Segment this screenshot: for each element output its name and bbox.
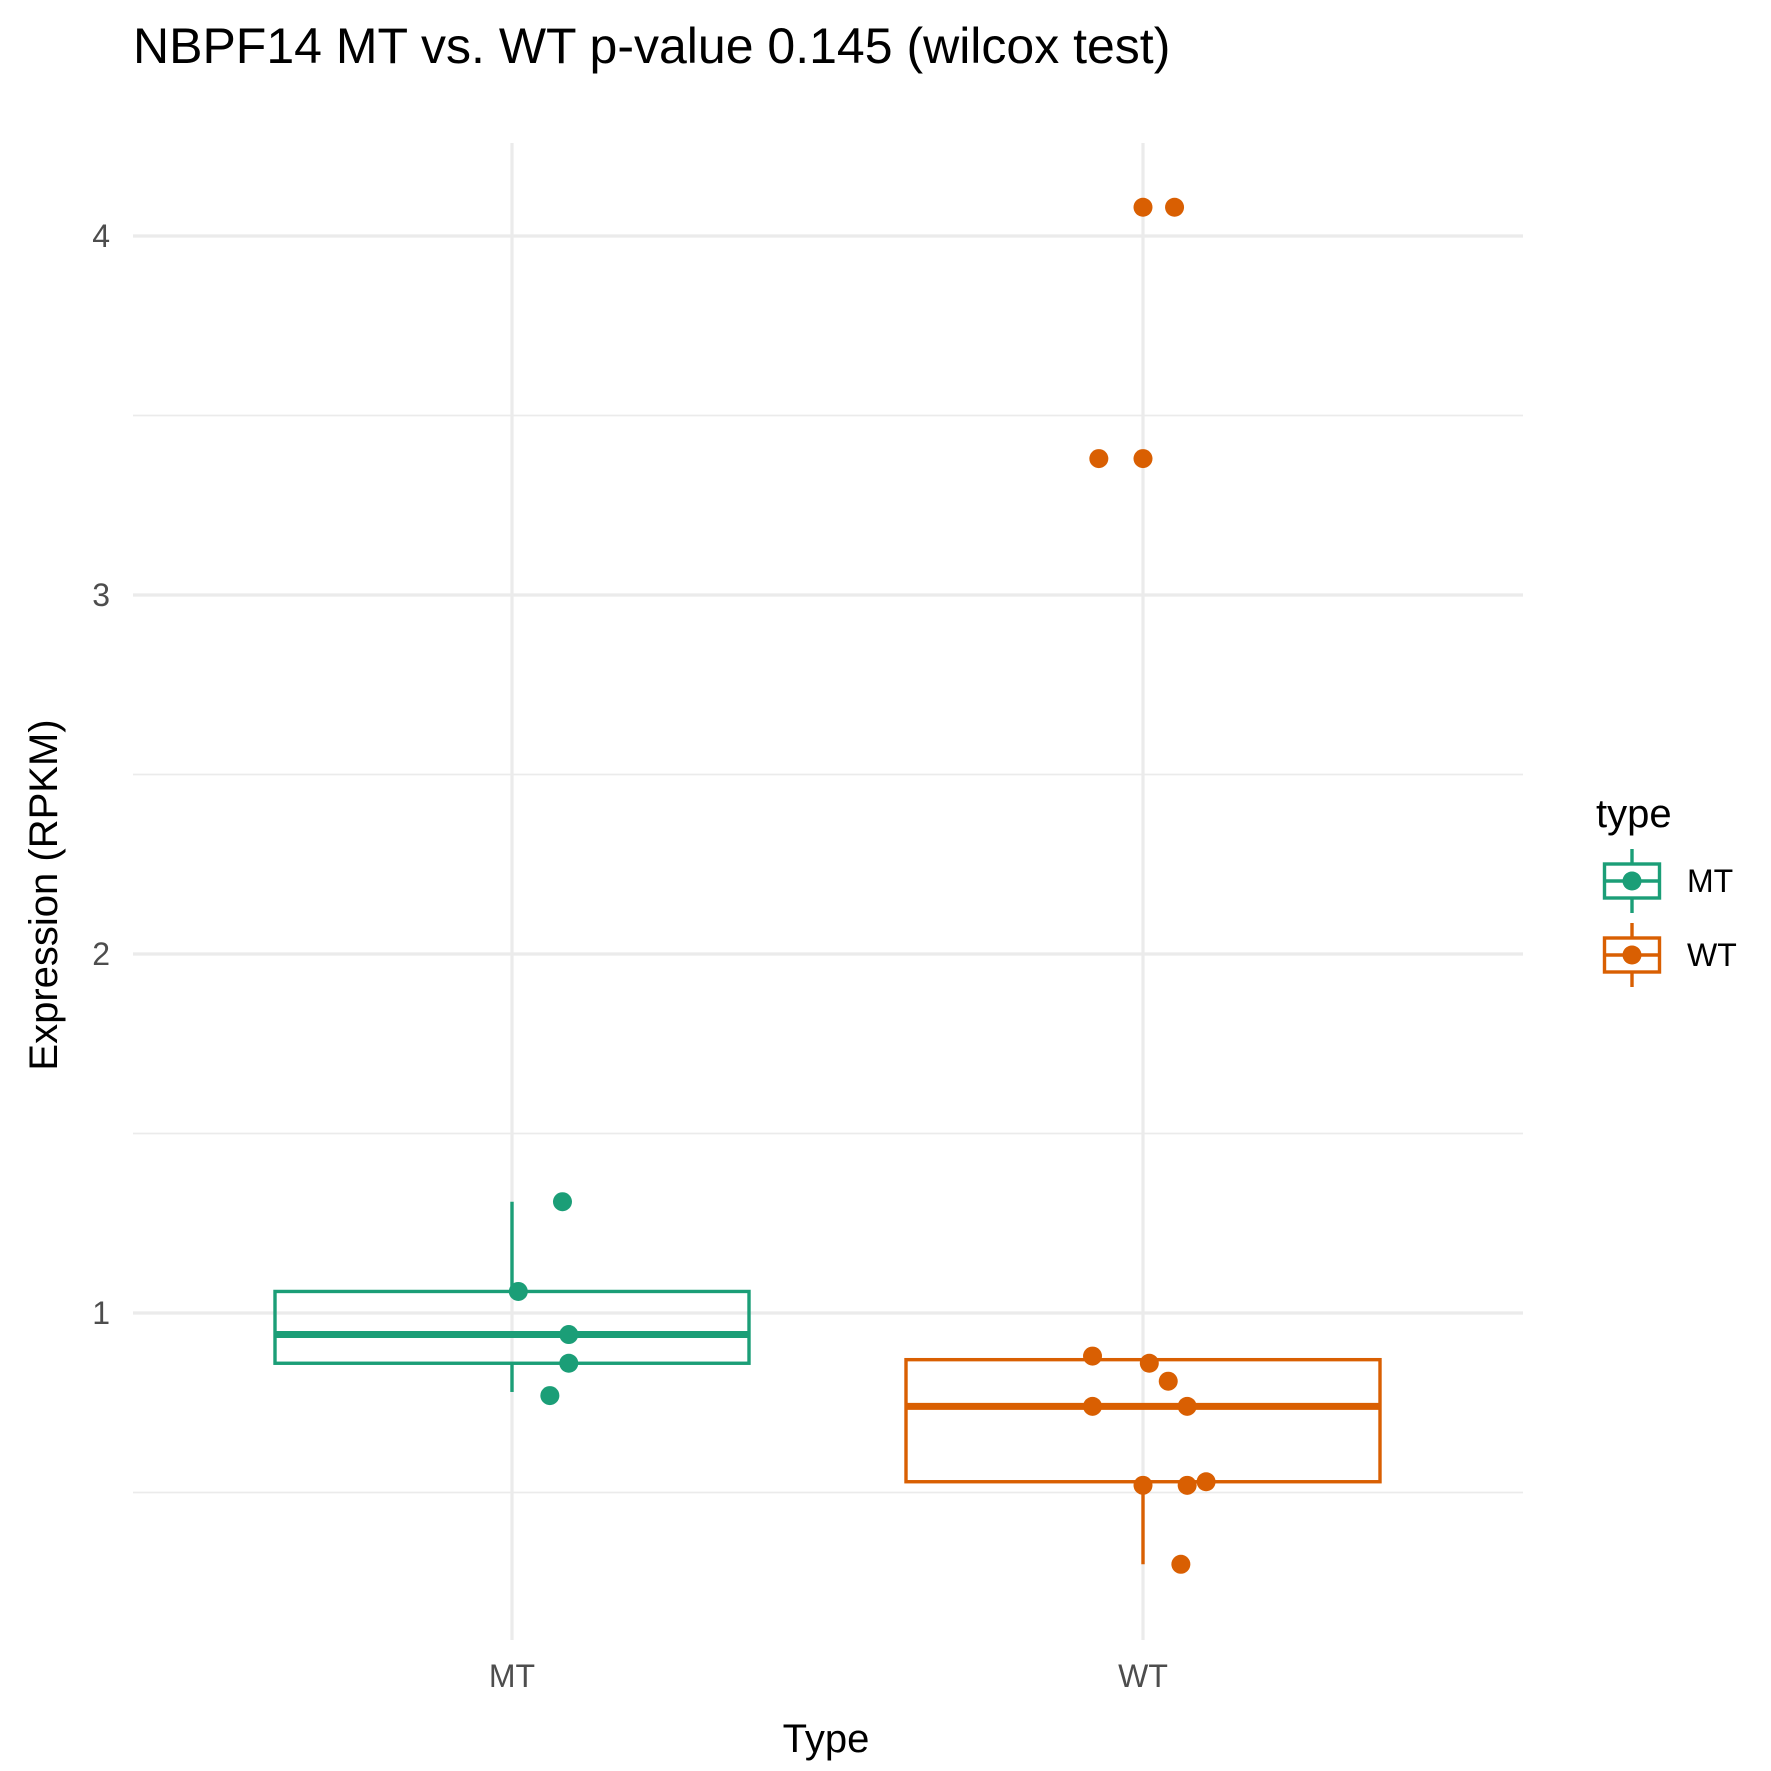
legend-key-point <box>1622 945 1642 965</box>
legend-label: MT <box>1687 863 1733 899</box>
data-point-mt <box>559 1325 579 1345</box>
x-tick-label: MT <box>489 1658 535 1694</box>
legend: type MT WT <box>1596 792 1737 987</box>
data-point-mt <box>552 1192 572 1212</box>
y-tick-label: 4 <box>92 218 110 254</box>
data-point-wt <box>1165 197 1185 217</box>
data-point-wt <box>1177 1475 1197 1495</box>
y-axis-ticks: 1 2 3 4 <box>92 218 110 1331</box>
data-point-wt <box>1133 197 1153 217</box>
x-axis-title: Type <box>783 1717 870 1761</box>
data-point-wt <box>1083 1396 1103 1416</box>
legend-entry-wt: WT <box>1602 923 1737 987</box>
legend-title: type <box>1596 792 1672 836</box>
boxplots <box>273 1201 1382 1565</box>
data-point-wt <box>1089 449 1109 469</box>
y-axis-title: Expression (RPKM) <box>22 719 66 1070</box>
y-tick-label: 2 <box>92 936 110 972</box>
legend-key-point <box>1622 871 1642 891</box>
data-point-wt <box>1171 1554 1191 1574</box>
y-tick-label: 3 <box>92 577 110 613</box>
x-tick-label: WT <box>1118 1658 1168 1694</box>
data-point-wt <box>1177 1396 1197 1416</box>
data-point-wt <box>1196 1472 1216 1492</box>
data-point-wt <box>1133 1475 1153 1495</box>
legend-entry-mt: MT <box>1602 849 1733 913</box>
data-point-mt <box>540 1386 560 1406</box>
data-point-mt <box>559 1353 579 1373</box>
data-point-mt <box>508 1281 528 1301</box>
y-tick-label: 1 <box>92 1295 110 1331</box>
data-points <box>508 197 1216 1574</box>
chart-title: NBPF14 MT vs. WT p-value 0.145 (wilcox t… <box>133 18 1170 74</box>
data-point-wt <box>1133 449 1153 469</box>
plot-grid <box>133 143 1523 1640</box>
data-point-wt <box>1139 1353 1159 1373</box>
data-point-wt <box>1083 1346 1103 1366</box>
x-axis-ticks: MT WT <box>489 1658 1168 1694</box>
legend-label: WT <box>1687 937 1737 973</box>
data-point-wt <box>1158 1371 1178 1391</box>
